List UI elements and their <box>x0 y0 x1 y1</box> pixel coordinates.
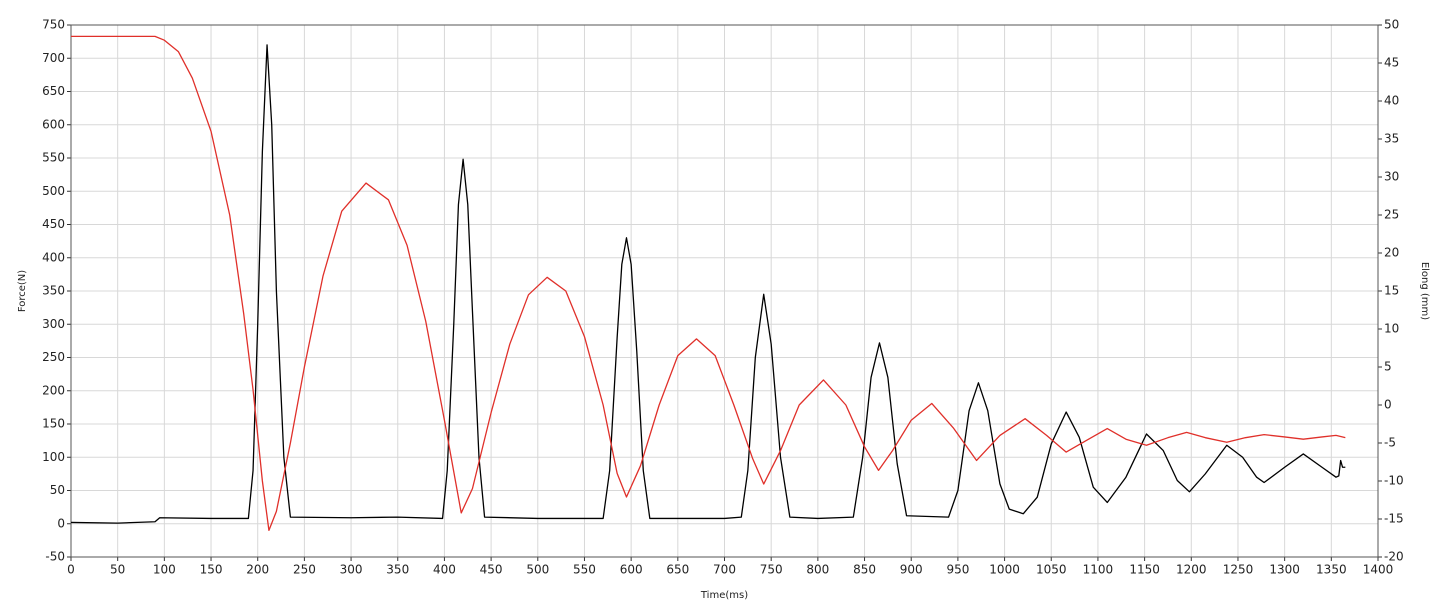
x-tick-label: 700 <box>713 563 736 577</box>
y2-tick-label: 30 <box>1384 170 1399 184</box>
x-tick-label: 850 <box>853 563 876 577</box>
x-tick-label: 1300 <box>1269 563 1300 577</box>
x-tick-label: 1400 <box>1363 563 1394 577</box>
y2-tick-label: -15 <box>1384 512 1404 526</box>
y-tick-label: 50 <box>50 483 65 497</box>
y-tick-label: 250 <box>42 350 65 364</box>
y-tick-label: 400 <box>42 250 65 264</box>
x-tick-label: 500 <box>526 563 549 577</box>
y2-tick-label: -5 <box>1384 436 1396 450</box>
y2-tick-label: 25 <box>1384 208 1399 222</box>
x-tick-label: 50 <box>110 563 125 577</box>
x-tick-label: 750 <box>760 563 783 577</box>
series-line <box>70 44 1346 524</box>
x-axis-label: Time(ms) <box>700 590 748 601</box>
x-tick-label: 1350 <box>1316 563 1347 577</box>
y-tick-label: 300 <box>42 317 65 331</box>
x-tick-label: 1100 <box>1083 563 1114 577</box>
x-tick-label: 250 <box>293 563 316 577</box>
y2-tick-label: 40 <box>1384 94 1399 108</box>
y2-tick-label: 0 <box>1384 398 1392 412</box>
x-tick-label: 400 <box>433 563 456 577</box>
y-axis-label: Force(N) <box>17 270 28 312</box>
y-tick-label: -50 <box>45 550 65 564</box>
y-tick-label: 650 <box>42 84 65 98</box>
y-tick-label: 450 <box>42 217 65 231</box>
y-tick-label: 750 <box>42 18 65 32</box>
y2-tick-label: 20 <box>1384 246 1399 260</box>
y2-tick-label: 35 <box>1384 132 1399 146</box>
x-tick-label: 900 <box>900 563 923 577</box>
x-tick-label: 1200 <box>1176 563 1207 577</box>
x-tick-label: 350 <box>386 563 409 577</box>
x-tick-label: 600 <box>620 563 643 577</box>
y2-axis-label: Elong (mm) <box>1419 262 1430 320</box>
x-tick-label: 800 <box>806 563 829 577</box>
x-tick-label: 200 <box>246 563 269 577</box>
x-tick-label: 100 <box>153 563 176 577</box>
y2-tick-label: 50 <box>1384 18 1399 32</box>
series-line <box>71 35 1346 532</box>
y2-tick-label: 45 <box>1384 56 1399 70</box>
x-tick-label: 1050 <box>1036 563 1067 577</box>
y-tick-label: 100 <box>42 450 65 464</box>
y2-tick-label: 10 <box>1384 322 1399 336</box>
y2-tick-label: 5 <box>1384 360 1392 374</box>
x-tick-label: 950 <box>946 563 969 577</box>
y-tick-label: 350 <box>42 284 65 298</box>
x-tick-label: 150 <box>200 563 223 577</box>
x-tick-label: 1150 <box>1129 563 1160 577</box>
y-tick-label: 150 <box>42 417 65 431</box>
x-tick-label: 650 <box>666 563 689 577</box>
y2-tick-label: 15 <box>1384 284 1399 298</box>
x-tick-label: 300 <box>340 563 363 577</box>
y-tick-label: 550 <box>42 151 65 165</box>
plot-frame <box>70 24 1379 558</box>
y-tick-label: 200 <box>42 383 65 397</box>
y-tick-label: 500 <box>42 184 65 198</box>
x-tick-label: 1250 <box>1223 563 1254 577</box>
y2-tick-label: -20 <box>1384 550 1404 564</box>
x-tick-label: 0 <box>67 563 75 577</box>
y-tick-label: 700 <box>42 51 65 65</box>
y-tick-label: 0 <box>57 516 65 530</box>
y2-tick-label: -10 <box>1384 474 1404 488</box>
x-tick-label: 550 <box>573 563 596 577</box>
x-tick-label: 450 <box>480 563 503 577</box>
x-tick-label: 1000 <box>989 563 1020 577</box>
y-tick-label: 600 <box>42 117 65 131</box>
